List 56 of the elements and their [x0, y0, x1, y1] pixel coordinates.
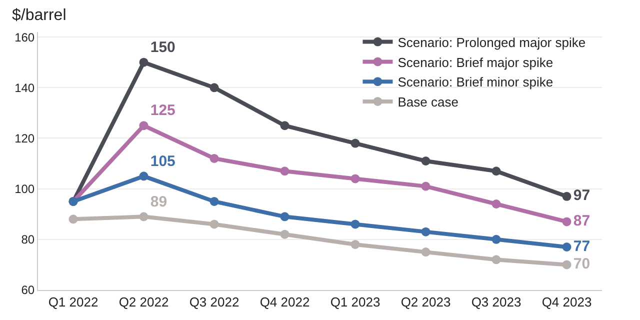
point	[210, 220, 219, 229]
x-tick-label: Q4 2022	[260, 294, 310, 310]
point	[280, 121, 290, 130]
point	[562, 217, 572, 226]
data-label: 77	[573, 238, 590, 255]
point	[139, 212, 148, 222]
y-tick-label: 160	[14, 30, 35, 44]
x-tick-label: Q1 2022	[48, 294, 98, 310]
data-label: 150	[150, 38, 176, 56]
y-tick-label: 60	[21, 283, 35, 298]
y-tick-label: 140	[14, 80, 35, 95]
point	[139, 121, 148, 130]
data-label: 87	[573, 212, 590, 230]
point	[421, 182, 430, 191]
x-tick-label: Q3 2022	[189, 294, 240, 310]
point	[350, 240, 360, 249]
point	[280, 166, 290, 176]
point	[492, 234, 501, 244]
point	[562, 242, 572, 252]
point	[280, 212, 290, 222]
data-label: 105	[150, 152, 176, 170]
point	[139, 58, 148, 67]
data-label: 97	[573, 187, 590, 204]
point	[280, 230, 290, 239]
y-tick-label: 100	[14, 182, 35, 196]
point	[562, 192, 572, 201]
point	[421, 156, 430, 166]
x-tick-label: Q3 2023	[471, 294, 522, 310]
x-tick-label: Q2 2023	[400, 294, 451, 310]
legend-label: Scenario: Brief minor spike	[398, 74, 554, 90]
legend-label: Scenario: Prolonged major spike	[398, 34, 586, 50]
point	[139, 172, 148, 181]
y-tick-label: 120	[14, 131, 35, 146]
point	[210, 83, 219, 92]
point	[350, 174, 360, 184]
y-axis-title: $/barrel	[12, 7, 66, 24]
point	[350, 138, 360, 148]
point	[492, 166, 501, 176]
data-label: 89	[150, 193, 168, 210]
x-tick-label: Q2 2022	[118, 294, 169, 310]
point	[562, 260, 572, 270]
point	[492, 200, 501, 208]
legend-label: Base case	[398, 94, 458, 110]
point	[210, 196, 219, 206]
legend-label: Scenario: Brief major spike	[398, 54, 554, 70]
data-label: 125	[150, 102, 176, 120]
point	[210, 154, 219, 163]
point	[492, 255, 501, 264]
point	[421, 248, 430, 257]
point	[68, 214, 78, 224]
x-tick-label: Q1 2023	[330, 294, 380, 310]
point	[350, 220, 360, 229]
data-label: 70	[573, 255, 590, 272]
point	[421, 227, 430, 236]
x-tick-label: Q4 2023	[542, 294, 592, 310]
y-tick-label: 80	[21, 232, 35, 247]
